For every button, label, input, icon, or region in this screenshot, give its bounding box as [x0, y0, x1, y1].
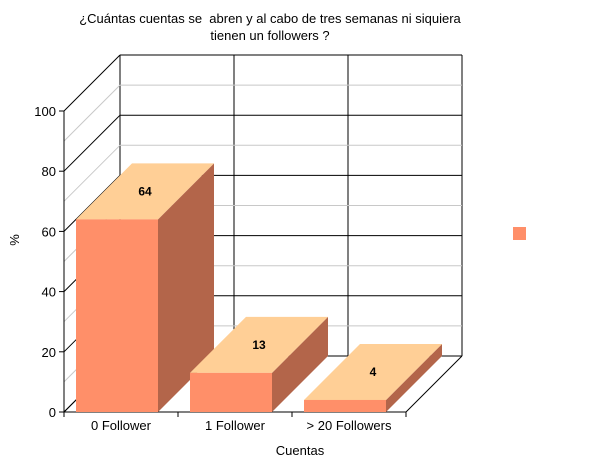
- gridline-wall-4: [63, 114, 121, 172]
- bar-side-0: [158, 163, 214, 412]
- y-tick-label-5: 100: [34, 104, 56, 119]
- x-axis-title: Cuentas: [276, 443, 325, 458]
- y-tick-label-2: 40: [42, 285, 56, 300]
- data-label-1: 13: [252, 338, 266, 352]
- y-tick-label-1: 20: [42, 345, 56, 360]
- minor-gridline-wall: [63, 84, 121, 142]
- y-axis-title: %: [7, 234, 22, 246]
- bar-2: [304, 399, 386, 412]
- minor-gridline-wall: [63, 144, 121, 202]
- bar-top-2: [304, 343, 442, 400]
- bar-top-1: [190, 316, 328, 373]
- bar-0: [76, 219, 158, 412]
- x-tick-label-2: > 20 Followers: [307, 418, 392, 433]
- bar-1: [190, 372, 272, 412]
- y-tick-label-0: 0: [49, 405, 56, 420]
- chart-title: ¿Cuántas cuentas se abren y al cabo de t…: [60, 10, 480, 44]
- x-tick-label-0: 0 Follower: [91, 418, 152, 433]
- bar-side-1: [272, 316, 328, 412]
- floor-right-edge: [405, 355, 463, 413]
- data-label-0: 64: [138, 184, 152, 198]
- y-tick-label-4: 80: [42, 164, 56, 179]
- data-label-2: 4: [370, 365, 377, 379]
- bar-side-2: [386, 343, 442, 412]
- chart-title-line-1: ¿Cuántas cuentas se abren y al cabo de t…: [79, 11, 461, 26]
- y-tick-label-3: 60: [42, 224, 56, 239]
- bar-top-0: [76, 163, 214, 220]
- legend-swatch: [513, 227, 526, 240]
- gridline-wall-5: [63, 54, 121, 112]
- x-tick-label-1: 1 Follower: [205, 418, 266, 433]
- chart-title-line-2: tienen un followers ?: [210, 28, 330, 43]
